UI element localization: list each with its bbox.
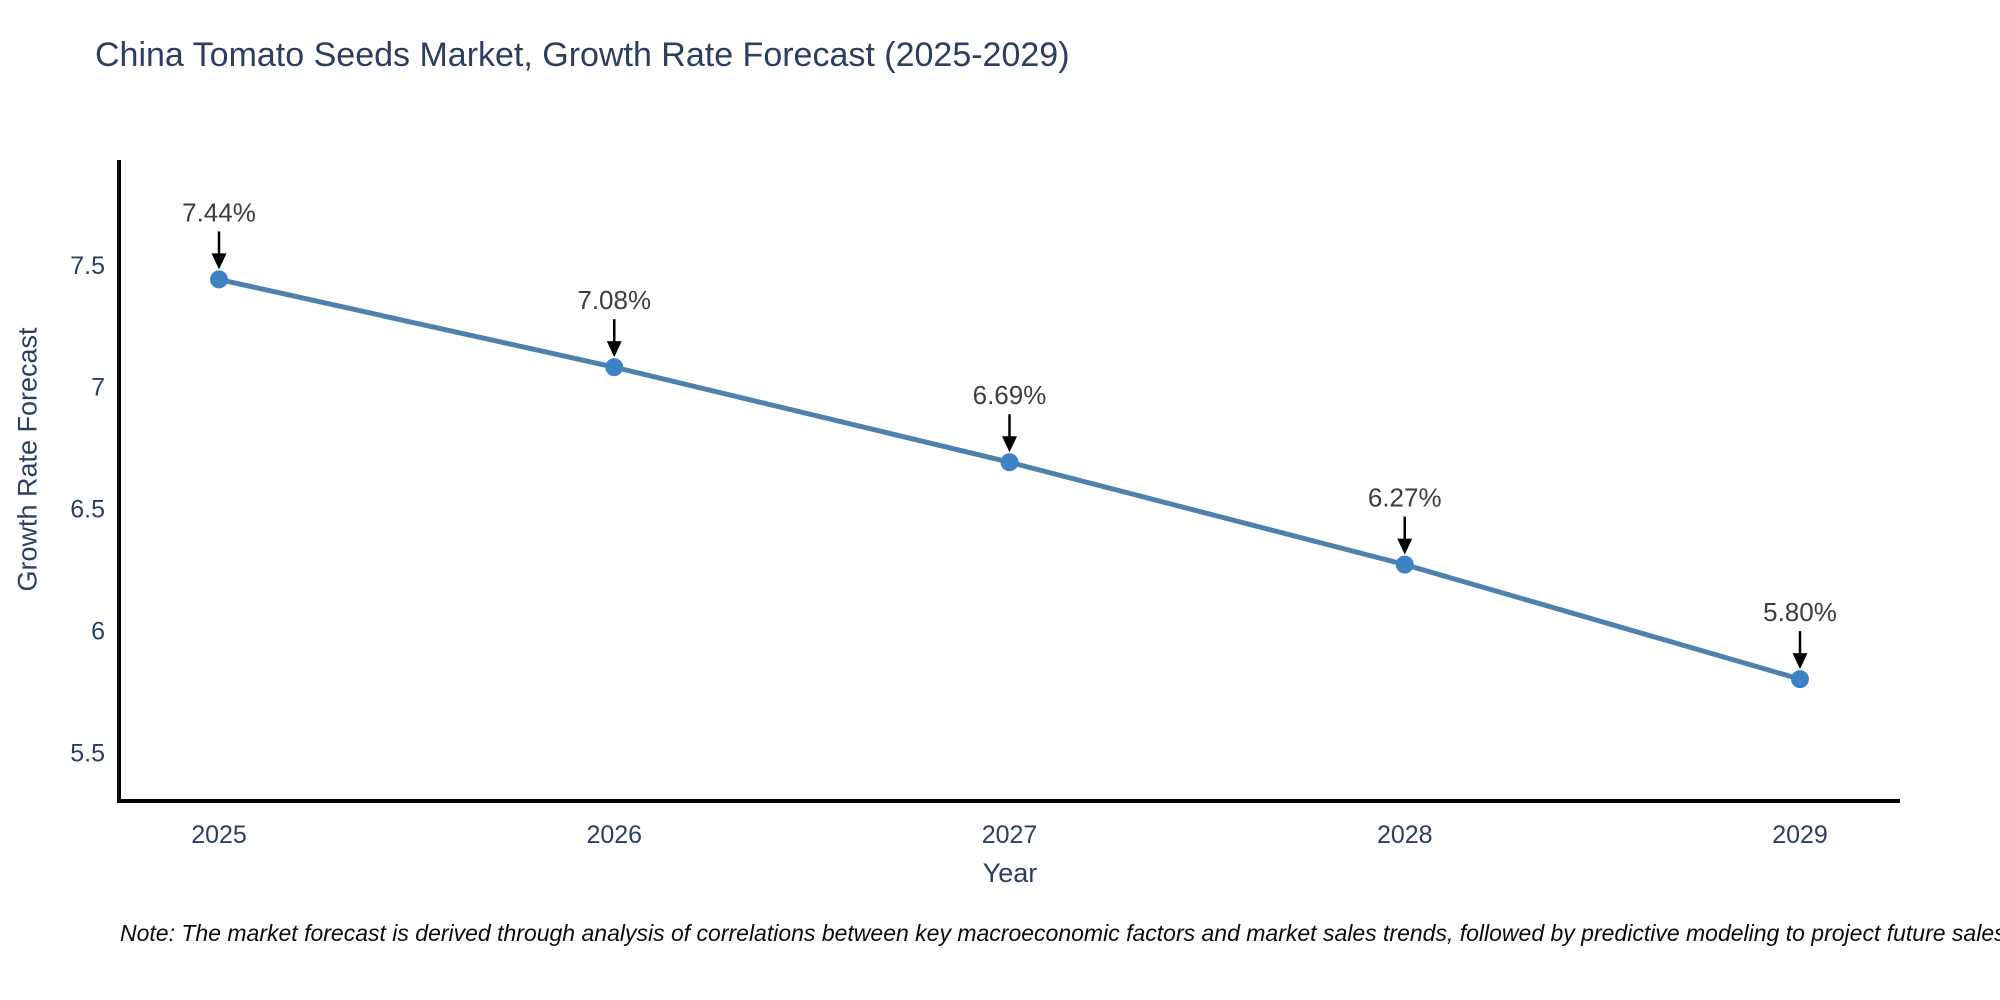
y-tick-label: 7 <box>91 374 105 402</box>
annotation-arrow-head <box>211 253 227 270</box>
data-point-marker <box>1791 670 1809 689</box>
annotation-arrow-head <box>606 341 622 358</box>
data-point-marker <box>210 270 228 289</box>
annotation-arrow-head <box>1792 653 1808 670</box>
data-point-label: 6.69% <box>973 380 1047 410</box>
x-axis-title: Year <box>982 858 1038 888</box>
y-tick-label: 6.5 <box>70 496 105 524</box>
data-point-label: 7.44% <box>182 197 256 227</box>
y-axis-title: Growth Rate Forecast <box>12 327 43 592</box>
annotation-arrow-head <box>1397 538 1413 555</box>
x-tick-label: 2028 <box>1377 821 1433 849</box>
chart-footnote: Note: The market forecast is derived thr… <box>120 920 2000 946</box>
data-point-label: 7.08% <box>577 285 651 315</box>
data-line <box>216 276 1803 682</box>
data-point-marker <box>1395 555 1414 574</box>
x-tick-label: 2025 <box>191 821 247 849</box>
data-point-label: 5.80% <box>1763 597 1837 627</box>
data-point-label: 6.27% <box>1368 483 1442 513</box>
x-tick-label: 2027 <box>982 821 1038 849</box>
y-tick-label: 6 <box>91 617 105 645</box>
data-point-marker <box>605 358 624 377</box>
x-tick-label: 2029 <box>1772 821 1828 849</box>
y-tick-label: 5.5 <box>70 739 105 767</box>
chart-title: China Tomato Seeds Market, Growth Rate F… <box>95 36 1070 74</box>
annotation-arrow-head <box>1002 436 1017 453</box>
data-point-marker <box>1000 453 1019 472</box>
x-tick-label: 2026 <box>586 821 642 849</box>
y-tick-label: 7.5 <box>70 252 105 280</box>
